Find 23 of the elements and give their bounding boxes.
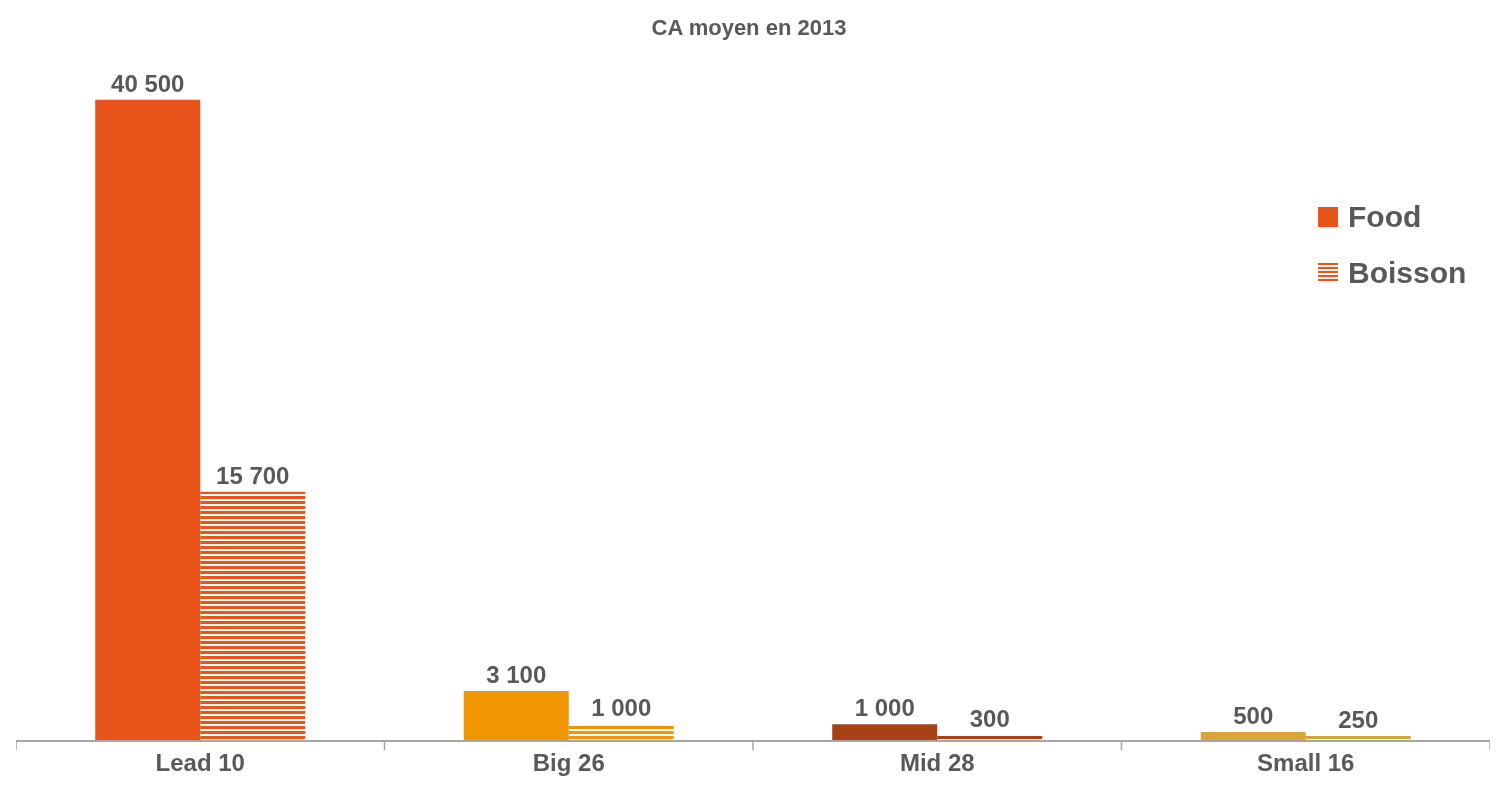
data-label: 250: [1338, 706, 1379, 734]
data-label: 15 700: [216, 461, 290, 489]
x-tick-label: Small 16: [1257, 748, 1355, 776]
legend-label: Food: [1348, 200, 1422, 234]
bar: [200, 491, 306, 740]
bar: [95, 99, 201, 740]
bar: [937, 735, 1043, 740]
bar: [1305, 736, 1411, 740]
x-tick-label: Big 26: [532, 748, 605, 776]
data-label: 3 100: [486, 661, 547, 688]
data-label: 300: [969, 705, 1010, 733]
x-tick-label: Mid 28: [899, 748, 975, 776]
legend-label: Boisson: [1348, 256, 1467, 290]
chart-title: CA moyen en 2013: [651, 15, 847, 41]
data-label: 1 000: [591, 694, 652, 722]
bar: [832, 724, 938, 740]
bar: [463, 691, 569, 740]
bar: [1200, 732, 1306, 740]
data-label: 1 000: [854, 694, 915, 722]
bar: [568, 724, 674, 740]
data-label: 40 500: [111, 69, 185, 97]
data-label: 500: [1233, 702, 1274, 730]
x-tick-label: Lead 10: [155, 748, 245, 776]
